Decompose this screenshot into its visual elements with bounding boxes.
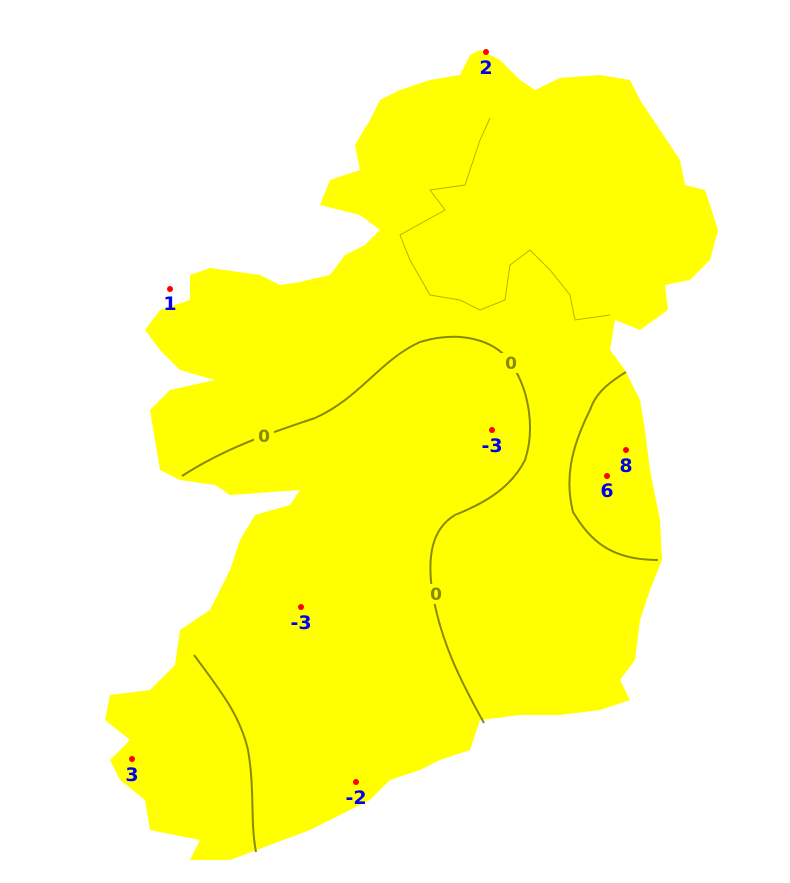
station-dot [353, 779, 359, 785]
contour-label: 0 [430, 585, 442, 605]
contour-label: 0 [258, 427, 270, 447]
station-value: 8 [619, 455, 632, 477]
station-value: 3 [125, 764, 138, 786]
station-value: -3 [290, 612, 311, 634]
station-dot [129, 756, 135, 762]
station-dot [298, 604, 304, 610]
station-dot [623, 447, 629, 453]
station-value: 6 [600, 480, 613, 502]
contour-labels: 0 0 0 [254, 353, 521, 605]
station-dot [489, 427, 495, 433]
ireland-landmass [105, 50, 718, 860]
contour-label: 0 [505, 354, 517, 374]
station-value: -3 [481, 435, 502, 457]
station-value: 2 [479, 57, 492, 79]
station-value: -2 [345, 787, 366, 809]
station-value: 1 [163, 293, 176, 315]
station-dot [167, 286, 173, 292]
ni-border [399, 117, 611, 321]
station-dot [604, 473, 610, 479]
stations: 2 1 -3 8 6 -3 3 -2 [125, 49, 633, 809]
contour-line [193, 654, 257, 853]
station-dot [483, 49, 489, 55]
contour-line [568, 371, 659, 561]
